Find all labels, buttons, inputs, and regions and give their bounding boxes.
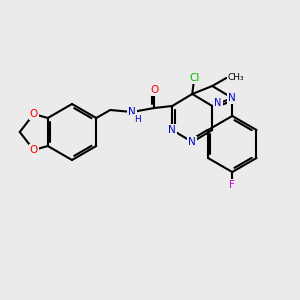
Text: O: O	[30, 109, 38, 119]
Text: CH₃: CH₃	[227, 73, 244, 82]
Text: N: N	[228, 93, 236, 103]
Text: O: O	[30, 145, 38, 155]
Text: N: N	[128, 107, 136, 117]
Text: F: F	[229, 180, 235, 190]
Text: O: O	[150, 85, 158, 95]
Text: Cl: Cl	[189, 73, 200, 83]
Text: N: N	[168, 125, 176, 135]
Text: N: N	[214, 98, 222, 108]
Text: N: N	[188, 137, 196, 147]
Text: H: H	[134, 115, 141, 124]
